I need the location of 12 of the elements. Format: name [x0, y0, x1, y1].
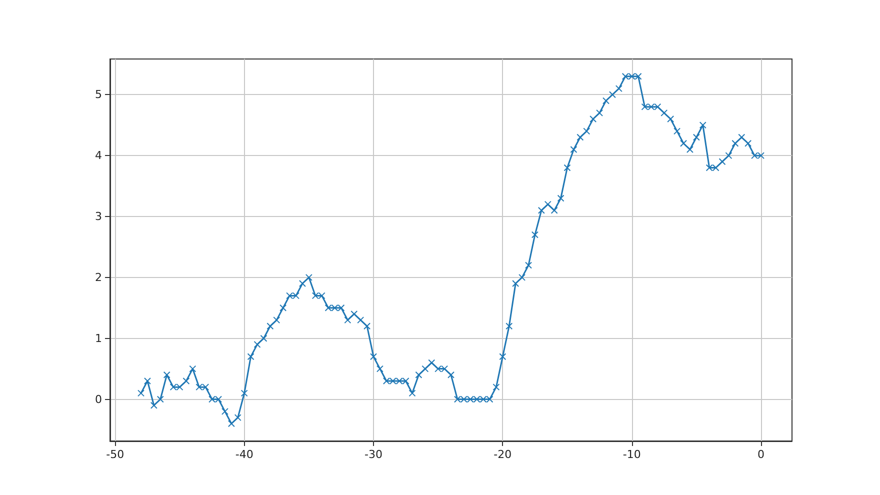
y-tick-label: 3 [95, 210, 102, 223]
x-tick-label: -30 [364, 448, 382, 461]
y-tick-label: 4 [95, 149, 102, 162]
y-tick-label: 5 [95, 88, 102, 102]
x-tick-label: -20 [494, 448, 512, 461]
x-tick-label: -40 [235, 448, 254, 461]
x-tick-label: -10 [622, 448, 641, 461]
y-tick-label: 0 [95, 392, 102, 406]
x-tick-label: -50 [106, 448, 124, 461]
y-tick-label: 1 [95, 332, 102, 345]
x-tick-label: 0 [758, 448, 764, 461]
y-tick-label: 2 [95, 270, 102, 284]
